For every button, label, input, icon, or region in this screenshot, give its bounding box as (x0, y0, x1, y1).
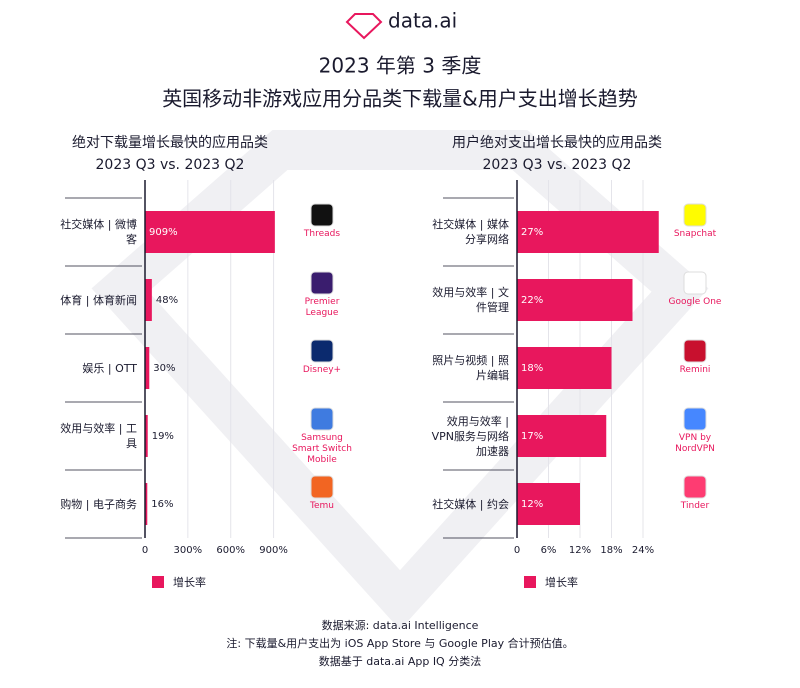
logo-icon (345, 13, 383, 40)
category-label: 效用与效率 | 文件管理 (432, 286, 509, 314)
app-name: Snapchat (673, 229, 717, 239)
app-icon (310, 407, 334, 431)
app-name: Disney+ (302, 365, 342, 375)
value-label: 17% (521, 431, 543, 442)
chart-title: 用户绝对支出增长最快的应用品类 (452, 134, 662, 151)
value-label: 48% (156, 295, 178, 306)
category-label: 社交媒体 | 约会 (432, 497, 509, 511)
x-tick-label: 900% (259, 545, 288, 556)
bar (145, 483, 148, 525)
app-name-box: Google One (668, 297, 722, 307)
subtitle: 英国移动非游戏应用分品类下载量&用户支出增长趋势 (162, 87, 638, 111)
category-label-box: 效用与效率 | 工具 (60, 422, 137, 450)
legend-swatch (524, 576, 536, 588)
app-name-box: Temu (310, 501, 334, 511)
category-label-box: 娱乐 | OTT (82, 361, 137, 375)
x-tick-label: 0 (514, 545, 520, 556)
x-tick-label: 300% (174, 545, 203, 556)
footer-source: 数据来源: data.ai Intelligence (322, 618, 479, 632)
app-name: Threads (303, 229, 341, 239)
bar (145, 211, 275, 253)
value-label: 12% (521, 499, 543, 510)
chart-title: 绝对下载量增长最快的应用品类 (72, 134, 268, 151)
category-label: 购物 | 电子商务 (60, 497, 137, 511)
footer-method: 数据基于 data.ai App IQ 分类法 (319, 654, 481, 668)
category-label-box: 购物 | 电子商务 (60, 497, 137, 511)
bar (517, 415, 607, 457)
value-label: 19% (152, 431, 174, 442)
app-icon (683, 407, 707, 431)
bar (145, 347, 150, 389)
app-name: Premier League (304, 297, 340, 318)
category-label: 社交媒体 | 微博客 (60, 218, 137, 246)
app-name-box: Premier League (304, 297, 340, 318)
legend-swatch (152, 576, 164, 588)
legend-label: 增长率 (173, 575, 206, 589)
app-name-box: Remini (679, 365, 711, 375)
category-label-box: 社交媒体 | 媒体分享网络 (432, 218, 509, 246)
app-icon (310, 203, 334, 227)
bar (517, 347, 612, 389)
app-name: Google One (668, 297, 722, 307)
bar (145, 415, 148, 457)
category-label: 体育 | 体育新闻 (60, 293, 137, 307)
app-icon (310, 475, 334, 499)
app-name-box: Tinder (680, 501, 710, 511)
app-name-box: Samsung Smart Switch Mobile (292, 433, 352, 465)
category-label-box: 体育 | 体育新闻 (60, 293, 137, 307)
category-label-box: 社交媒体 | 约会 (432, 497, 509, 511)
value-label: 16% (151, 499, 173, 510)
bar (517, 279, 633, 321)
footer-note: 注: 下载量&用户支出为 iOS App Store 与 Google Play… (226, 636, 573, 650)
app-icon (683, 339, 707, 363)
category-label-box: 社交媒体 | 微博客 (60, 218, 137, 246)
app-name-box: Threads (303, 229, 341, 239)
category-label: 效用与效率 | 工具 (60, 422, 137, 450)
app-icon (310, 271, 334, 295)
x-tick-label: 6% (541, 545, 557, 556)
legend-label: 增长率 (545, 575, 578, 589)
bar (517, 211, 659, 253)
category-label-box: 效用与效率 | 文件管理 (432, 286, 509, 314)
title: 2023 年第 3 季度 (319, 54, 482, 78)
app-name: Samsung Smart Switch Mobile (292, 433, 352, 465)
value-label: 22% (521, 295, 543, 306)
value-label: 30% (153, 363, 175, 374)
app-icon (683, 271, 707, 295)
x-tick-label: 0 (142, 545, 148, 556)
app-icon (683, 203, 707, 227)
x-tick-label: 600% (216, 545, 245, 556)
app-name-box: Disney+ (302, 365, 342, 375)
x-tick-label: 24% (632, 545, 654, 556)
logo: data.ai (388, 9, 457, 33)
category-label: 效用与效率 | VPN服务与网络加速器 (431, 414, 509, 458)
chart-subtitle: 2023 Q3 vs. 2023 Q2 (96, 157, 245, 173)
x-tick-label: 18% (600, 545, 622, 556)
bar (145, 279, 152, 321)
app-name-box: Snapchat (673, 229, 717, 239)
category-label: 娱乐 | OTT (82, 361, 137, 375)
value-label: 18% (521, 363, 543, 374)
app-name: Temu (310, 501, 334, 511)
x-tick-label: 12% (569, 545, 591, 556)
bar (517, 483, 580, 525)
app-name: Tinder (680, 501, 710, 511)
category-label-box: 效用与效率 | VPN服务与网络加速器 (431, 414, 509, 458)
app-name: VPN by NordVPN (675, 433, 715, 454)
category-label: 照片与视频 | 照片编辑 (432, 354, 509, 382)
category-label: 社交媒体 | 媒体分享网络 (432, 218, 509, 246)
app-name: Remini (679, 365, 711, 375)
app-icon (683, 475, 707, 499)
value-label: 909% (149, 227, 178, 238)
chart-subtitle: 2023 Q3 vs. 2023 Q2 (483, 157, 632, 173)
value-label: 27% (521, 227, 543, 238)
app-name-box: VPN by NordVPN (675, 433, 715, 454)
category-label-box: 照片与视频 | 照片编辑 (432, 354, 509, 382)
app-icon (310, 339, 334, 363)
